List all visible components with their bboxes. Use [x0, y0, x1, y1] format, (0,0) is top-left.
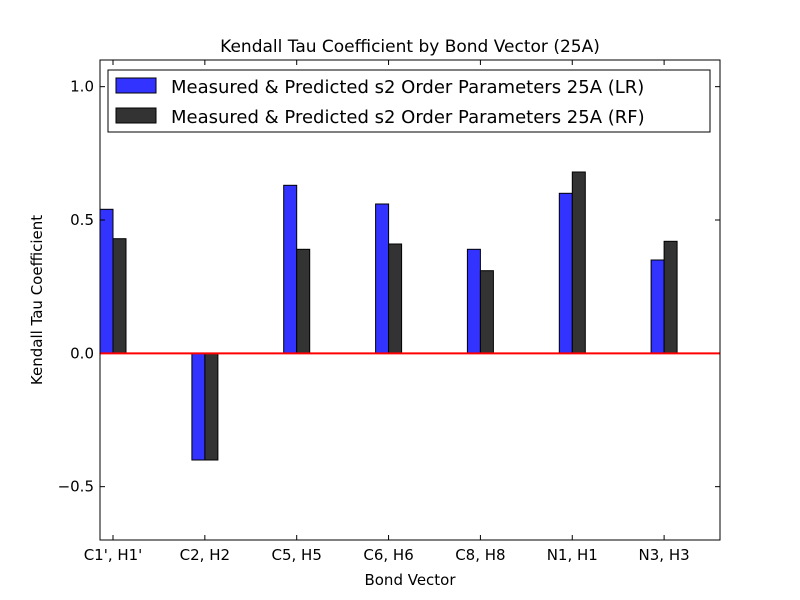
y-tick-label: −0.5	[58, 478, 94, 496]
bar-lr-2	[283, 184, 298, 354]
legend-swatch	[115, 107, 157, 124]
bar-rf-5	[571, 171, 586, 354]
legend-label: Measured & Predicted s2 Order Parameters…	[171, 107, 645, 128]
bar-lr-3	[375, 203, 390, 354]
bar-lr-1	[191, 352, 206, 461]
chart-title: Kendall Tau Coefficient by Bond Vector (…	[220, 37, 600, 57]
bar-lr-6	[650, 259, 665, 354]
legend-label: Measured & Predicted s2 Order Parameters…	[171, 77, 644, 98]
bar-rf-6	[663, 240, 678, 354]
y-tick-label: 1.0	[70, 78, 94, 96]
y-tick-label: 0.0	[70, 344, 94, 362]
bars-group	[99, 171, 678, 461]
bar-lr-5	[558, 192, 573, 354]
y-tick-label: 0.5	[70, 211, 94, 229]
legend-swatch	[115, 77, 157, 94]
bar-rf-2	[296, 248, 311, 354]
plot-frame	[99, 59, 721, 541]
y-axis-ticks: −0.5 0.0 0.5 1.0	[58, 78, 720, 496]
y-axis-label: Kendall Tau Coefficient	[28, 215, 46, 385]
bar-rf-1	[204, 352, 219, 461]
x-tick-label: C1', H1'	[84, 546, 143, 564]
bar-lr-0	[99, 208, 114, 354]
bar-lr-4	[466, 248, 481, 354]
x-tick-label: N3, H3	[639, 546, 690, 564]
x-tick-label: C5, H5	[272, 546, 322, 564]
x-axis-label: Bond Vector	[364, 571, 456, 589]
x-tick-label: N1, H1	[547, 546, 598, 564]
bar-rf-0	[112, 238, 127, 354]
x-tick-label: C2, H2	[180, 546, 230, 564]
bar-rf-4	[479, 270, 494, 354]
legend: Measured & Predicted s2 Order Parameters…	[107, 69, 711, 133]
x-axis-ticks: C1', H1' C2, H2 C5, H5 C6, H6 C8, H8 N1, H1 N3…	[84, 60, 690, 564]
x-tick-label: C6, H6	[363, 546, 413, 564]
x-tick-label: C8, H8	[455, 546, 505, 564]
legend-box	[107, 69, 711, 133]
bar-rf-3	[388, 243, 403, 354]
